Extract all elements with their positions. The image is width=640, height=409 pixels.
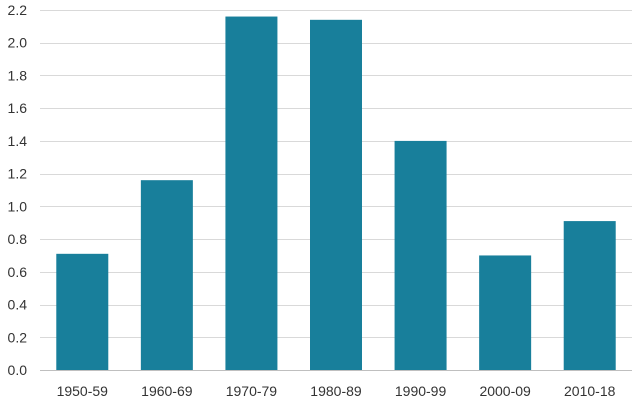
- y-tick-label: 1.0: [8, 198, 28, 214]
- bar-2010-18: [563, 221, 616, 370]
- y-tick-label: 0.6: [8, 264, 28, 280]
- y-tick-label: 0.8: [8, 231, 28, 247]
- y-tick-label: 2.0: [8, 35, 28, 51]
- bar-1960-69: [140, 180, 193, 370]
- y-tick-label: 1.2: [8, 166, 28, 182]
- y-tick-label: 1.8: [8, 67, 28, 83]
- x-tick-label: 2000-09: [479, 383, 531, 399]
- x-tick-label: 1950-59: [57, 383, 109, 399]
- y-axis-tick-labels: 0.0 0.2 0.4 0.6 0.8 1.0 1.2 1.4 1.6 1.8 2.0 2.2: [8, 2, 28, 378]
- x-tick-label: 1960-69: [141, 383, 193, 399]
- bar-1950-59: [56, 253, 109, 370]
- y-tick-label: 2.2: [8, 2, 28, 18]
- y-tick-label: 1.6: [8, 100, 28, 116]
- y-tick-label: 1.4: [8, 133, 28, 149]
- x-axis-tick-labels: 1950-59 1960-69 1970-79 1980-89 1990-99 2000-…: [57, 383, 616, 399]
- bar-2000-09: [479, 255, 532, 370]
- bar-1990-99: [394, 140, 447, 370]
- bars: [56, 16, 616, 371]
- bar-1980-89: [310, 19, 362, 371]
- y-tick-label: 0.2: [8, 329, 28, 345]
- x-tick-label: 1990-99: [395, 383, 447, 399]
- bar-1970-79: [225, 16, 278, 371]
- x-tick-label: 1970-79: [226, 383, 278, 399]
- x-tick-label: 2010-18: [564, 383, 616, 399]
- x-tick-label: 1980-89: [310, 383, 362, 399]
- y-tick-label: 0.4: [8, 297, 28, 313]
- y-tick-label: 0.0: [8, 362, 28, 378]
